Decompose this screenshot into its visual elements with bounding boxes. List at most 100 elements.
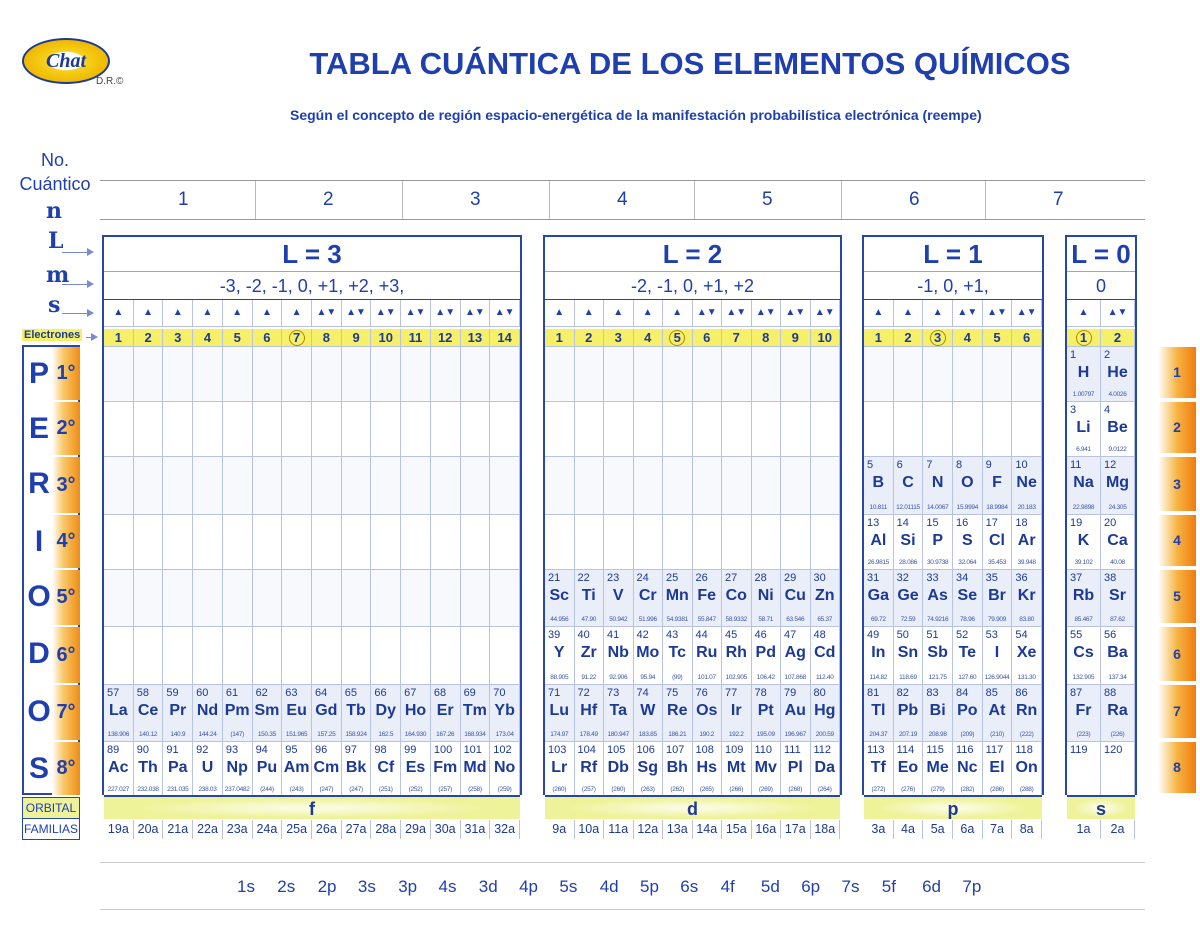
element-cell[interactable]: 10 Ne 20.183: [1012, 457, 1042, 515]
element-cell[interactable]: 113 Tf (272): [864, 742, 894, 797]
element-cell[interactable]: 4 Be 9.0122: [1101, 402, 1135, 457]
element-cell[interactable]: 83 Bi 208.98: [923, 685, 953, 742]
element-cell[interactable]: 34 Se 78.96: [953, 570, 983, 627]
element-cell[interactable]: 80 Hg 200.59: [810, 685, 840, 742]
element-cell[interactable]: 14 Si 28.086: [893, 515, 924, 570]
element-cell[interactable]: 102 No (259): [490, 742, 520, 797]
element-cell[interactable]: 2 He 4.0026: [1101, 347, 1135, 402]
period-tab[interactable]: 7: [1158, 685, 1196, 738]
element-cell[interactable]: 65 Tb 158.924: [341, 685, 372, 742]
element-cell[interactable]: 52 Te 127.60: [953, 627, 983, 685]
element-cell[interactable]: 22 Ti 47.90: [574, 570, 604, 627]
element-cell[interactable]: 90 Th 232.038: [133, 742, 164, 797]
period-tab[interactable]: 5: [1158, 570, 1196, 623]
element-cell[interactable]: 94 Pu (244): [252, 742, 283, 797]
element-cell[interactable]: 36 Kr 83.80: [1012, 570, 1042, 627]
element-cell[interactable]: 58 Ce 140.12: [133, 685, 164, 742]
element-cell[interactable]: 91 Pa 231.035: [163, 742, 194, 797]
element-cell[interactable]: 76 Os 190.2: [692, 685, 722, 742]
element-cell[interactable]: 99 Es (252): [401, 742, 431, 797]
element-cell[interactable]: 74 W 183.85: [633, 685, 663, 742]
element-cell[interactable]: 41 Nb 92.906: [604, 627, 634, 685]
element-cell[interactable]: 106 Sg (263): [633, 742, 663, 797]
element-cell[interactable]: 45 Rh 102.905: [722, 627, 752, 685]
element-cell[interactable]: 115 Me (279): [923, 742, 953, 797]
element-cell[interactable]: 57 La 138.906: [104, 685, 134, 742]
element-cell[interactable]: 89 Ac 227.027: [104, 742, 134, 797]
element-cell[interactable]: 3 Li 6.941: [1067, 402, 1101, 457]
element-cell[interactable]: 15 P 30.9738: [923, 515, 953, 570]
element-cell[interactable]: 73 Ta 180.947: [604, 685, 634, 742]
element-cell[interactable]: 48 Cd 112.40: [810, 627, 840, 685]
element-cell[interactable]: 107 Bh (262): [663, 742, 693, 797]
element-cell[interactable]: 12 Mg 24.305: [1101, 457, 1135, 515]
element-cell[interactable]: 98 Cf (251): [371, 742, 402, 797]
element-cell[interactable]: 27 Co 58.9332: [722, 570, 752, 627]
element-cell[interactable]: 16 S 32.064: [953, 515, 983, 570]
element-cell[interactable]: 6 C 12.01115: [893, 457, 924, 515]
element-cell[interactable]: 116 Nc (282): [953, 742, 983, 797]
element-cell[interactable]: 11 Na 22.9898: [1067, 457, 1101, 515]
period-tab[interactable]: 1: [1158, 347, 1196, 398]
element-cell[interactable]: 86 Rn (222): [1012, 685, 1042, 742]
element-cell[interactable]: 7 N 14.0067: [923, 457, 953, 515]
element-cell[interactable]: 97 Bk (247): [341, 742, 372, 797]
period-tab[interactable]: 4: [1158, 515, 1196, 566]
element-cell[interactable]: 1 H 1.00797: [1067, 347, 1101, 402]
element-cell[interactable]: 59 Pr 140.9: [163, 685, 194, 742]
element-cell[interactable]: 77 Ir 192.2: [722, 685, 752, 742]
element-cell[interactable]: 33 As 74.9216: [923, 570, 953, 627]
element-cell[interactable]: 17 Cl 35.453: [982, 515, 1013, 570]
element-cell[interactable]: 20 Ca 40.08: [1101, 515, 1135, 570]
element-cell[interactable]: 51 Sb 121.75: [923, 627, 953, 685]
element-cell[interactable]: 85 At (210): [982, 685, 1013, 742]
period-tab[interactable]: 8: [1158, 742, 1196, 793]
element-cell[interactable]: 44 Ru 101.07: [692, 627, 722, 685]
element-cell[interactable]: 54 Xe 131.30: [1012, 627, 1042, 685]
element-cell[interactable]: 39 Y 88.905: [545, 627, 575, 685]
element-cell[interactable]: 38 Sr 87.62: [1101, 570, 1135, 627]
element-cell[interactable]: 119: [1067, 742, 1101, 797]
element-cell[interactable]: 40 Zr 91.22: [574, 627, 604, 685]
element-cell[interactable]: 111 Pl (268): [781, 742, 811, 797]
element-cell[interactable]: 114 Eo (276): [893, 742, 924, 797]
element-cell[interactable]: 70 Yb 173.04: [490, 685, 520, 742]
element-cell[interactable]: 71 Lu 174.97: [545, 685, 575, 742]
element-cell[interactable]: 82 Pb 207.19: [893, 685, 924, 742]
element-cell[interactable]: 105 Db (260): [604, 742, 634, 797]
element-cell[interactable]: 19 K 39.102: [1067, 515, 1101, 570]
element-cell[interactable]: 46 Pd 106.42: [751, 627, 781, 685]
element-cell[interactable]: 31 Ga 69.72: [864, 570, 894, 627]
element-cell[interactable]: 108 Hs (265): [692, 742, 722, 797]
element-cell[interactable]: 8 O 15.9994: [953, 457, 983, 515]
element-cell[interactable]: 37 Rb 85.467: [1067, 570, 1101, 627]
period-tab[interactable]: 2: [1158, 402, 1196, 453]
element-cell[interactable]: 81 Tl 204.37: [864, 685, 894, 742]
element-cell[interactable]: 42 Mo 95.94: [633, 627, 663, 685]
element-cell[interactable]: 112 Da (264): [810, 742, 840, 797]
element-cell[interactable]: 93 Np 237.0482: [222, 742, 253, 797]
element-cell[interactable]: 68 Er 167.26: [430, 685, 461, 742]
element-cell[interactable]: 87 Fr (223): [1067, 685, 1101, 742]
element-cell[interactable]: 95 Am (243): [282, 742, 312, 797]
element-cell[interactable]: 72 Hf 178.49: [574, 685, 604, 742]
element-cell[interactable]: 29 Cu 63.546: [781, 570, 811, 627]
element-cell[interactable]: 66 Dy 162.5: [371, 685, 402, 742]
element-cell[interactable]: 75 Re 186.21: [663, 685, 693, 742]
element-cell[interactable]: 21 Sc 44.956: [545, 570, 575, 627]
element-cell[interactable]: 101 Md (258): [460, 742, 491, 797]
element-cell[interactable]: 117 El (286): [982, 742, 1013, 797]
element-cell[interactable]: 32 Ge 72.59: [893, 570, 924, 627]
element-cell[interactable]: 50 Sn 118.69: [893, 627, 924, 685]
element-cell[interactable]: 79 Au 196.967: [781, 685, 811, 742]
element-cell[interactable]: 103 Lr (260): [545, 742, 575, 797]
element-cell[interactable]: 23 V 50.942: [604, 570, 634, 627]
element-cell[interactable]: 63 Eu 151.965: [282, 685, 312, 742]
element-cell[interactable]: 78 Pt 195.09: [751, 685, 781, 742]
element-cell[interactable]: 26 Fe 55.847: [692, 570, 722, 627]
element-cell[interactable]: 92 U 238.03: [193, 742, 223, 797]
element-cell[interactable]: 53 I 126.9044: [982, 627, 1013, 685]
element-cell[interactable]: 56 Ba 137.34: [1101, 627, 1135, 685]
element-cell[interactable]: 13 Al 26.9815: [864, 515, 894, 570]
element-cell[interactable]: 18 Ar 39.948: [1012, 515, 1042, 570]
